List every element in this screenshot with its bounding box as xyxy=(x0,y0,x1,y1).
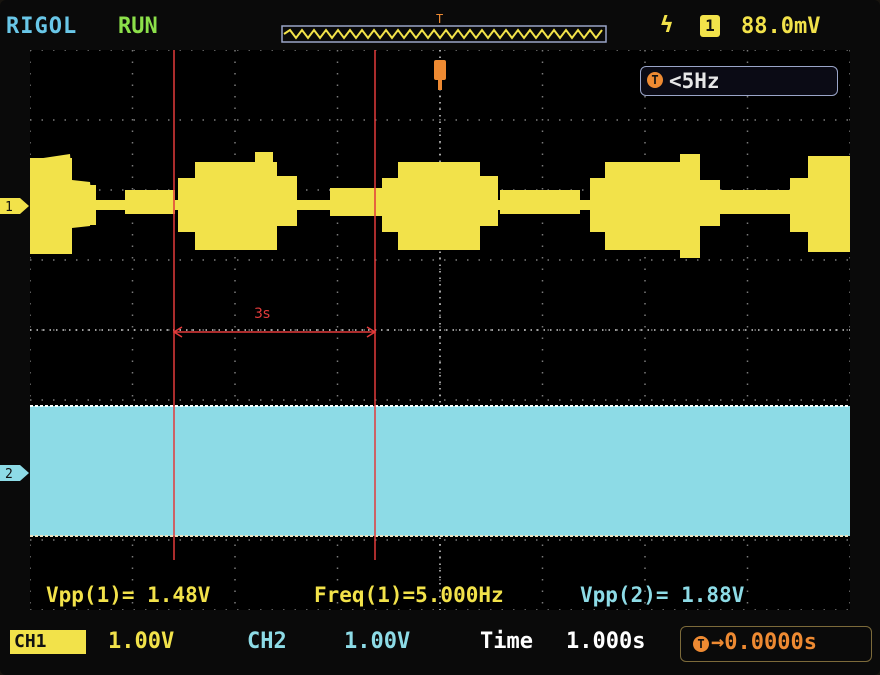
trigger-source-badge: 1 xyxy=(700,15,720,37)
ch2-waveform xyxy=(30,405,850,537)
ch1-marker-label: 1 xyxy=(5,200,13,215)
trigger-edge-icon: ϟ xyxy=(660,13,674,38)
ch1-waveform xyxy=(30,152,850,258)
cursor-delta-annotation: 3s xyxy=(254,306,271,322)
trigger-level: 88.0mV xyxy=(741,14,821,39)
ch1-badge[interactable]: CH1 xyxy=(10,630,86,654)
trigger-offset-box: T →0.0000s xyxy=(680,626,872,662)
waveform-area xyxy=(30,50,850,610)
svg-text:T: T xyxy=(436,12,443,26)
measurement-vpp1: Vpp(1)= 1.48V xyxy=(46,583,211,607)
cursor-lines xyxy=(172,50,377,560)
memory-position-bar: T xyxy=(281,12,607,43)
ch2-label[interactable]: CH2 xyxy=(247,629,287,654)
run-state[interactable]: RUN xyxy=(118,14,158,39)
trigger-offset-icon: T xyxy=(693,636,709,652)
trigger-offset-value: →0.0000s xyxy=(711,630,817,655)
ch1-volts-per-div: 1.00V xyxy=(108,629,175,654)
trigger-frequency-text: <5Hz xyxy=(669,69,720,93)
timebase-label: Time xyxy=(480,629,533,654)
bottom-status-bar: CH1 1.00V CH2 1.00V Time 1.000s T →0.000… xyxy=(0,624,880,664)
timebase-value: 1.000s xyxy=(566,629,646,654)
graticule xyxy=(30,50,850,610)
ch1-ground-marker[interactable]: 1 xyxy=(0,197,30,215)
measurement-freq1: Freq(1)=5.000Hz xyxy=(314,583,504,607)
graticule-center xyxy=(30,50,850,610)
trigger-position-marker xyxy=(434,60,446,90)
ch2-volts-per-div: 1.00V xyxy=(344,629,411,654)
top-status-bar: RIGOL RUN T ϟ 1 88.0mV xyxy=(0,0,880,48)
trigger-icon: T xyxy=(647,72,663,88)
measurement-vpp2: Vpp(2)= 1.88V xyxy=(580,583,745,607)
ch2-ground-marker[interactable]: 2 xyxy=(0,464,30,482)
ch2-marker-label: 2 xyxy=(5,467,13,482)
trigger-frequency-box: T <5Hz xyxy=(640,66,838,96)
brand-logo: RIGOL xyxy=(6,14,78,39)
